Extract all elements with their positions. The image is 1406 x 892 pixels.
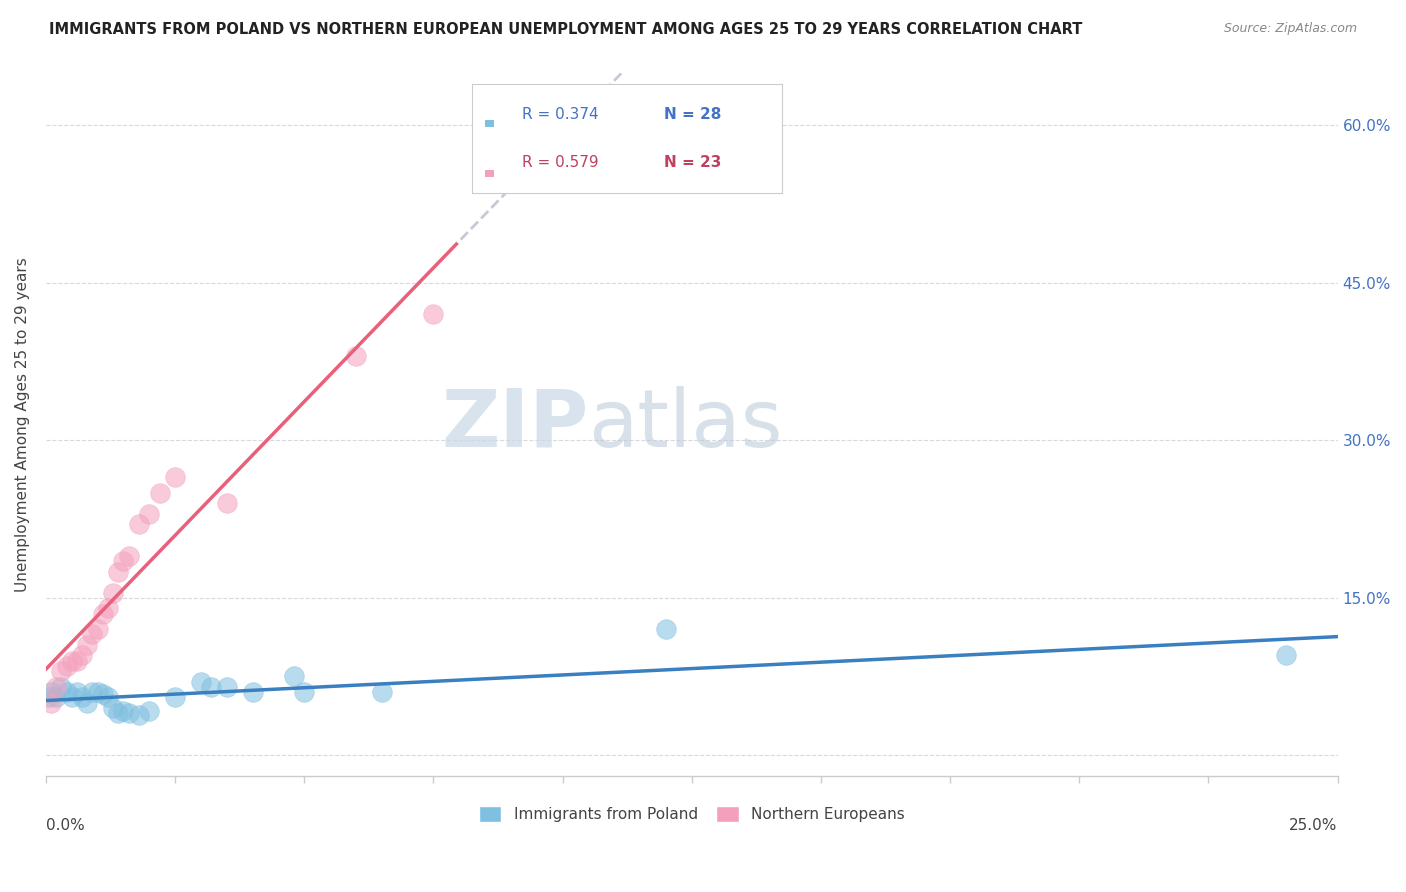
Point bbox=[117, 706, 139, 721]
Point bbox=[82, 627, 104, 641]
Point bbox=[45, 690, 67, 705]
Point bbox=[86, 622, 108, 636]
Point bbox=[655, 622, 678, 636]
Point bbox=[55, 659, 77, 673]
Point bbox=[76, 638, 98, 652]
Point bbox=[138, 704, 160, 718]
Point bbox=[215, 680, 238, 694]
Point bbox=[422, 307, 444, 321]
Point bbox=[51, 665, 73, 679]
Point bbox=[101, 585, 124, 599]
Point bbox=[39, 685, 62, 699]
Point bbox=[128, 708, 150, 723]
Point bbox=[371, 685, 394, 699]
Point bbox=[76, 696, 98, 710]
Point bbox=[149, 485, 172, 500]
Point bbox=[97, 601, 120, 615]
Text: 0.0%: 0.0% bbox=[46, 818, 84, 833]
Point bbox=[112, 554, 135, 568]
Point bbox=[60, 690, 83, 705]
Point bbox=[70, 648, 93, 663]
Point bbox=[128, 517, 150, 532]
Point bbox=[117, 549, 139, 563]
Text: ZIP: ZIP bbox=[441, 385, 589, 464]
Point bbox=[165, 470, 187, 484]
Point bbox=[55, 685, 77, 699]
Point bbox=[70, 690, 93, 705]
Point bbox=[283, 669, 305, 683]
Point bbox=[66, 685, 89, 699]
Point bbox=[60, 654, 83, 668]
Point bbox=[165, 690, 187, 705]
Point bbox=[292, 685, 315, 699]
Point bbox=[66, 654, 89, 668]
Text: Source: ZipAtlas.com: Source: ZipAtlas.com bbox=[1223, 22, 1357, 36]
Point bbox=[86, 685, 108, 699]
Point bbox=[45, 680, 67, 694]
Point bbox=[242, 685, 264, 699]
Point bbox=[200, 680, 222, 694]
Point bbox=[1275, 648, 1298, 663]
Point bbox=[344, 350, 367, 364]
Point bbox=[51, 680, 73, 694]
Point bbox=[91, 607, 114, 621]
Point bbox=[38, 690, 60, 705]
Point bbox=[82, 685, 104, 699]
Point bbox=[190, 674, 212, 689]
Point bbox=[215, 496, 238, 510]
Text: atlas: atlas bbox=[589, 385, 783, 464]
Point bbox=[91, 687, 114, 701]
Point bbox=[112, 704, 135, 718]
Point bbox=[101, 701, 124, 715]
Text: IMMIGRANTS FROM POLAND VS NORTHERN EUROPEAN UNEMPLOYMENT AMONG AGES 25 TO 29 YEA: IMMIGRANTS FROM POLAND VS NORTHERN EUROP… bbox=[49, 22, 1083, 37]
Point bbox=[138, 507, 160, 521]
Point bbox=[107, 706, 129, 721]
Point bbox=[107, 565, 129, 579]
Point bbox=[97, 690, 120, 705]
Y-axis label: Unemployment Among Ages 25 to 29 years: Unemployment Among Ages 25 to 29 years bbox=[15, 257, 30, 592]
Point bbox=[39, 696, 62, 710]
Text: 25.0%: 25.0% bbox=[1289, 818, 1337, 833]
Legend: Immigrants from Poland, Northern Europeans: Immigrants from Poland, Northern Europea… bbox=[472, 800, 911, 829]
